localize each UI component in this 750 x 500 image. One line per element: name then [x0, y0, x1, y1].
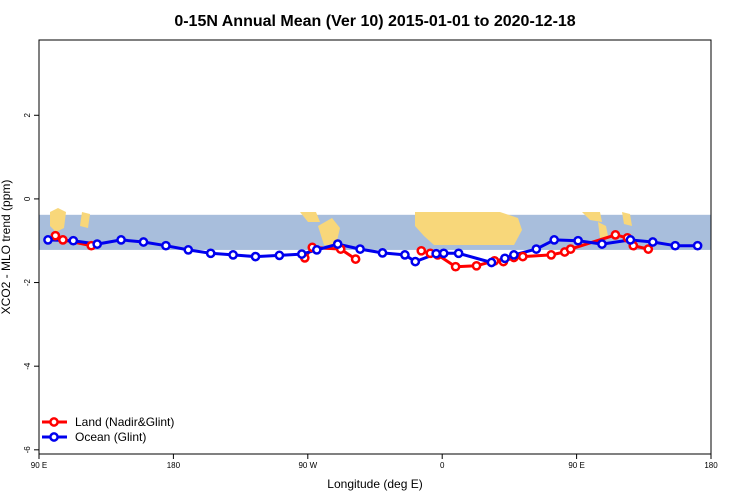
y-axis: -6 -4 -2 0 2 — [23, 112, 39, 453]
x-axis-label: Longitude (deg E) — [327, 477, 422, 491]
data-point — [183, 245, 194, 255]
data-point — [471, 260, 482, 271]
land-mass-3 — [318, 218, 340, 245]
data-point — [377, 248, 388, 258]
y-tick-label: -4 — [23, 362, 32, 370]
legend-label: Ocean (Glint) — [75, 430, 146, 444]
data-point — [438, 248, 449, 259]
data-point — [92, 239, 103, 249]
data-point — [161, 240, 171, 251]
data-point — [546, 250, 557, 260]
land-mass-6 — [598, 222, 608, 238]
legend-label: Land (Nadir&Glint) — [75, 415, 174, 429]
y-tick-label: 2 — [23, 112, 32, 117]
land-mass-2 — [300, 212, 320, 222]
data-point — [450, 261, 461, 272]
data-point — [50, 230, 61, 241]
data-point — [116, 235, 126, 245]
data-point — [138, 237, 149, 247]
data-point — [670, 240, 681, 251]
data-point — [565, 244, 576, 254]
data-point — [549, 235, 560, 245]
land-mass-5 — [582, 212, 602, 222]
series-layer — [43, 230, 703, 272]
data-point — [643, 244, 654, 254]
data-point — [647, 237, 658, 247]
data-point — [68, 235, 79, 246]
data-point — [486, 257, 497, 268]
x-tick-label: 90 E — [568, 461, 584, 470]
x-tick-label: 0 — [440, 461, 445, 470]
data-point — [400, 250, 410, 260]
chart-title: 0-15N Annual Mean (Ver 10) 2015-01-01 to… — [174, 13, 575, 30]
x-tick-label: 180 — [704, 461, 718, 470]
legend: Land (Nadir&Glint)Ocean (Glint) — [42, 415, 174, 444]
data-point — [597, 239, 607, 249]
data-point — [416, 245, 427, 256]
data-point — [355, 244, 365, 254]
legend-marker — [49, 417, 59, 427]
data-point — [531, 244, 542, 254]
x-tick-label: 90 E — [31, 461, 47, 470]
land-mass-4 — [415, 212, 522, 245]
x-tick-label: 90 W — [298, 461, 317, 470]
y-tick-label: 0 — [23, 196, 32, 201]
y-axis-label: XCO2 - MLO trend (ppm) — [0, 180, 13, 315]
data-point — [517, 251, 528, 262]
data-point — [43, 235, 53, 245]
land-mass-1 — [80, 212, 90, 228]
x-tick-label: 180 — [167, 461, 181, 470]
data-point — [58, 235, 68, 245]
plot-area-frame — [38, 39, 712, 455]
land-mass-7 — [622, 212, 632, 226]
data-point — [350, 254, 361, 264]
data-point — [500, 253, 510, 264]
data-point — [332, 239, 343, 249]
data-point — [453, 248, 464, 259]
y-tick-label: -2 — [23, 278, 32, 286]
data-point — [610, 230, 621, 240]
data-point — [431, 248, 442, 259]
legend-marker — [49, 432, 59, 442]
x-axis: 90 E 180 90 W 0 90 E 180 — [31, 454, 718, 470]
data-point — [228, 250, 238, 260]
y-tick-label: -6 — [23, 446, 32, 454]
data-point — [625, 235, 636, 245]
data-point — [296, 249, 307, 259]
data-point — [410, 256, 421, 267]
data-point — [205, 248, 216, 259]
data-point — [692, 240, 703, 251]
data-point — [573, 235, 583, 246]
data-point — [274, 250, 285, 261]
data-point — [311, 245, 322, 255]
data-point — [250, 251, 261, 262]
land-mass-0 — [50, 208, 66, 232]
data-point — [509, 250, 519, 260]
